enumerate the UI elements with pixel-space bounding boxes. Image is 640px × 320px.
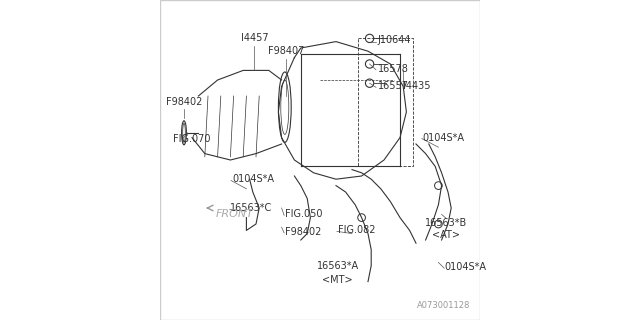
- Text: 16578: 16578: [378, 64, 408, 74]
- Text: F98402: F98402: [166, 97, 202, 107]
- Text: F98402: F98402: [285, 227, 321, 237]
- Text: FIG.070: FIG.070: [173, 134, 211, 144]
- Text: I4457: I4457: [241, 33, 268, 43]
- Text: FIG.082: FIG.082: [338, 225, 375, 236]
- Text: I4435: I4435: [403, 81, 431, 92]
- Text: 16563*B: 16563*B: [425, 218, 468, 228]
- Text: 16563*A: 16563*A: [317, 261, 358, 271]
- Text: F98407: F98407: [268, 46, 305, 56]
- Text: <MT>: <MT>: [323, 275, 353, 285]
- Text: 16563*C: 16563*C: [230, 203, 273, 213]
- Text: 0104S*A: 0104S*A: [422, 132, 465, 143]
- Text: FRONT: FRONT: [216, 209, 254, 220]
- Text: 0104S*A: 0104S*A: [445, 262, 487, 272]
- Text: J10644: J10644: [378, 35, 411, 45]
- Text: A073001128: A073001128: [417, 301, 470, 310]
- Text: 16557: 16557: [378, 81, 408, 92]
- Text: <AT>: <AT>: [433, 230, 460, 240]
- Text: 0104S*A: 0104S*A: [232, 174, 274, 184]
- Text: FIG.050: FIG.050: [285, 209, 323, 220]
